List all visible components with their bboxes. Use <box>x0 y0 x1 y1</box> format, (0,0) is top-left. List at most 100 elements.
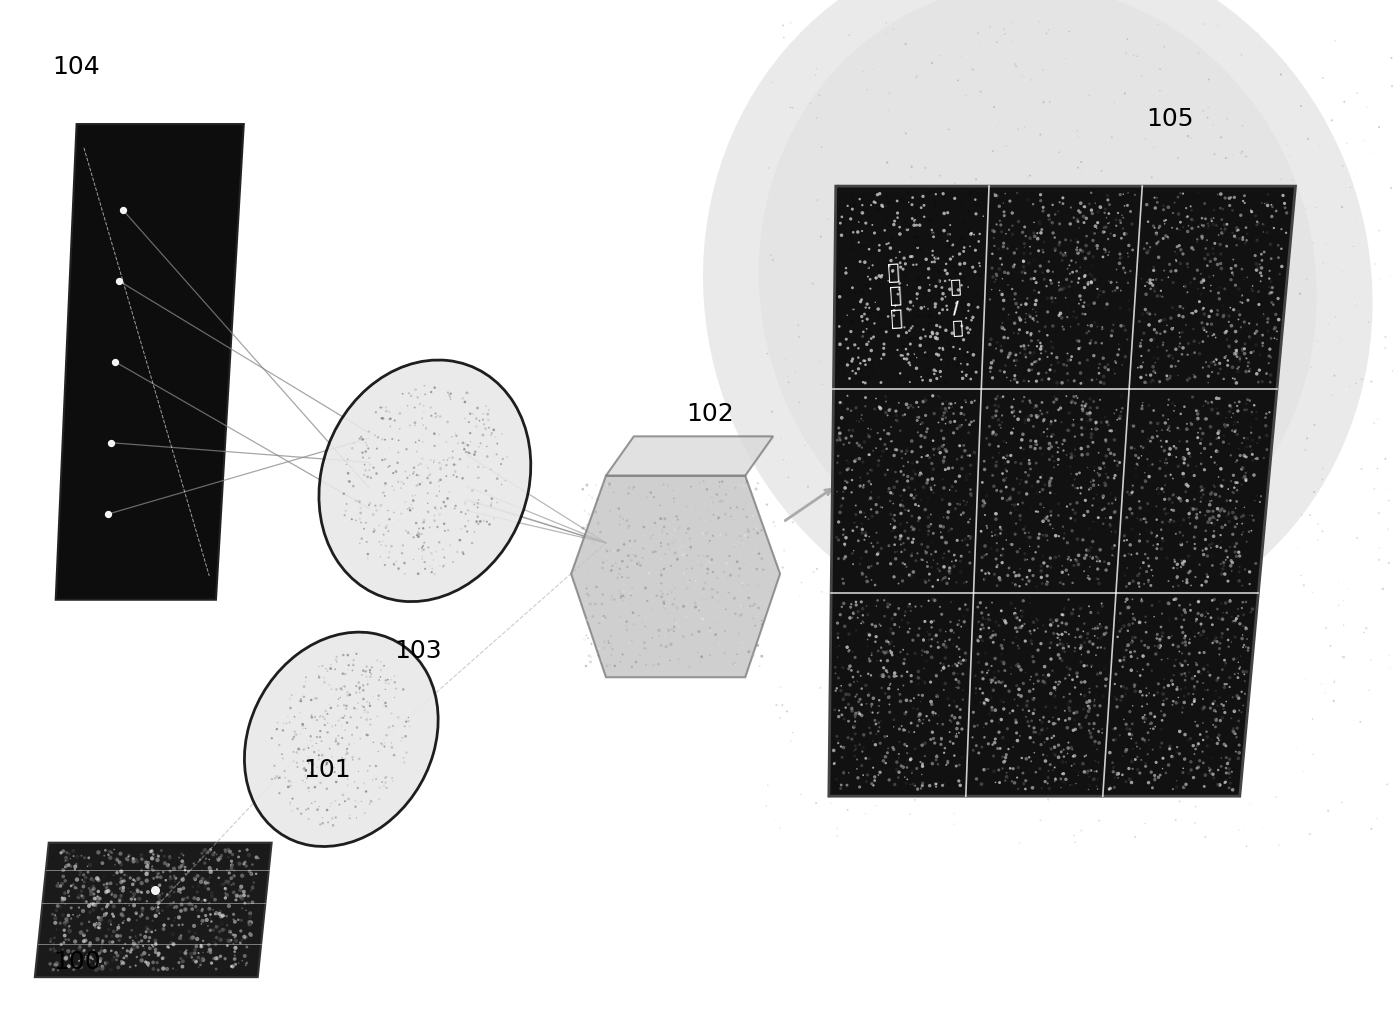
Point <box>67 908 89 924</box>
Point <box>1145 630 1167 646</box>
Point <box>396 744 418 761</box>
Point <box>862 778 885 794</box>
Point <box>1007 619 1029 636</box>
Point <box>935 425 957 442</box>
Point <box>1174 679 1197 696</box>
Point <box>233 887 255 904</box>
Point <box>827 670 850 687</box>
Point <box>340 709 362 726</box>
Point <box>338 474 361 490</box>
Point <box>958 417 981 433</box>
Point <box>1183 241 1205 257</box>
Point <box>912 660 935 676</box>
Point <box>199 842 221 858</box>
Point <box>1043 453 1066 469</box>
Point <box>283 753 305 769</box>
Point <box>579 653 602 670</box>
Point <box>1192 217 1215 234</box>
Point <box>379 544 401 560</box>
Point <box>1165 590 1187 607</box>
Point <box>990 16 1013 32</box>
Point <box>42 962 64 978</box>
Point <box>1224 500 1247 517</box>
Point <box>1027 529 1049 546</box>
Point <box>859 667 882 683</box>
Point <box>996 492 1018 509</box>
Point <box>1022 214 1045 231</box>
Point <box>461 535 483 551</box>
Point <box>992 301 1014 317</box>
Point <box>1201 536 1223 552</box>
Point <box>1121 521 1144 538</box>
Point <box>46 898 68 914</box>
Point <box>1227 712 1250 729</box>
Point <box>1222 613 1244 630</box>
Point <box>947 334 970 351</box>
Point <box>1130 559 1152 576</box>
Point <box>1036 509 1059 525</box>
Point <box>940 521 963 538</box>
Point <box>1209 635 1231 651</box>
Point <box>922 552 944 569</box>
Point <box>1043 230 1066 246</box>
Point <box>1116 637 1138 653</box>
Point <box>1121 740 1144 757</box>
Point <box>1231 515 1254 531</box>
Point <box>848 691 871 707</box>
Point <box>362 688 384 704</box>
Point <box>1167 458 1190 475</box>
Point <box>681 560 703 577</box>
Point <box>929 599 951 615</box>
Point <box>889 225 911 242</box>
Point <box>174 861 196 878</box>
Point <box>951 721 974 737</box>
Point <box>1170 490 1192 507</box>
Point <box>1259 341 1282 358</box>
Point <box>1217 481 1240 497</box>
Point <box>1110 230 1133 246</box>
Point <box>447 435 469 452</box>
Point <box>1211 626 1233 642</box>
Point <box>706 511 729 527</box>
Point <box>187 868 209 884</box>
Point <box>855 750 878 766</box>
Point <box>1145 754 1167 770</box>
Point <box>847 234 869 250</box>
Point <box>361 659 383 675</box>
Point <box>683 579 705 596</box>
Point <box>1185 738 1208 755</box>
Point <box>908 522 931 539</box>
Point <box>1180 754 1202 770</box>
Point <box>185 953 208 970</box>
Point <box>1201 484 1223 500</box>
Point <box>834 480 857 496</box>
Point <box>405 466 428 483</box>
Point <box>1098 555 1120 572</box>
Point <box>1124 682 1146 699</box>
Point <box>1198 358 1220 374</box>
Point <box>1024 296 1046 312</box>
Point <box>879 688 901 704</box>
Point <box>676 524 698 541</box>
Point <box>1216 238 1238 254</box>
Point <box>865 547 887 564</box>
Point <box>937 226 960 243</box>
Point <box>1087 707 1109 724</box>
Point <box>1052 557 1074 574</box>
Point <box>1226 237 1248 253</box>
Point <box>1166 681 1188 698</box>
Point <box>900 248 922 265</box>
Point <box>359 662 382 678</box>
Point <box>1199 253 1222 270</box>
Point <box>71 889 93 906</box>
Point <box>1007 781 1029 797</box>
Point <box>1049 674 1071 691</box>
Point <box>1064 679 1087 696</box>
Point <box>1078 598 1100 614</box>
Point <box>1066 530 1088 547</box>
Point <box>861 360 883 376</box>
Point <box>125 882 148 899</box>
Point <box>946 726 968 742</box>
Point <box>1071 401 1094 418</box>
Point <box>946 698 968 714</box>
